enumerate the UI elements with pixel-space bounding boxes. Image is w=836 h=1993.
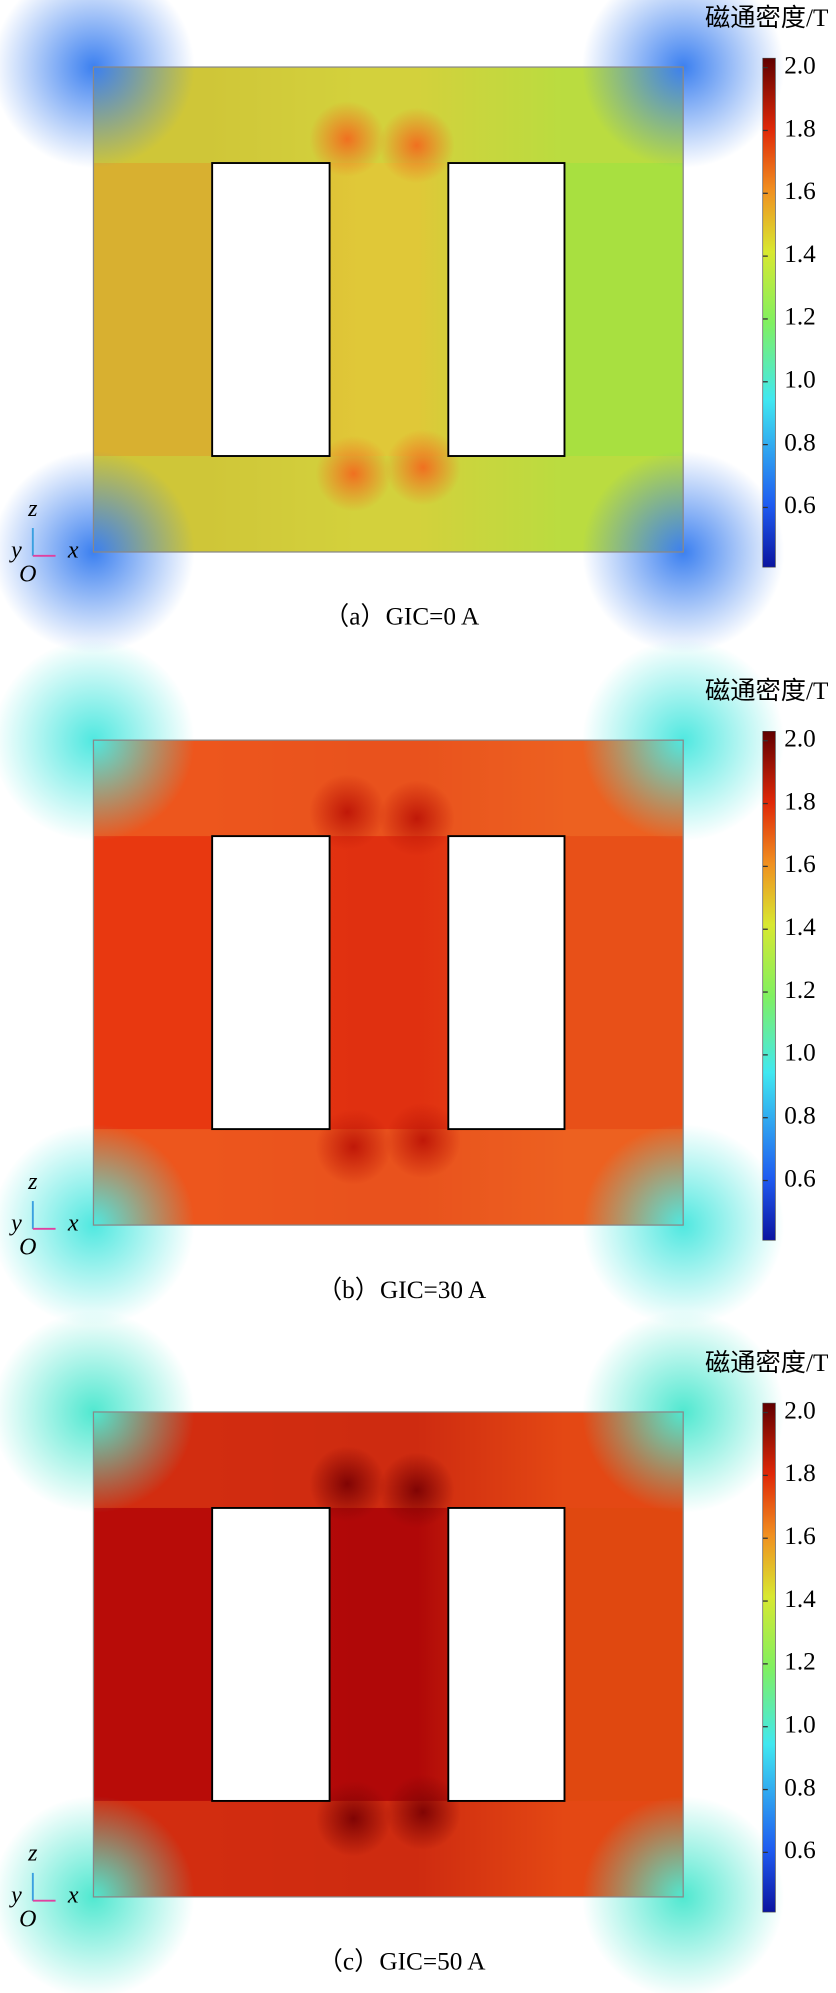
colorbar-tick-label: 1.0 bbox=[784, 1711, 816, 1739]
axis-label: x bbox=[67, 1882, 79, 1908]
axis-label: O bbox=[19, 561, 36, 587]
colorbar-tick-label: 1.2 bbox=[784, 1648, 816, 1676]
field-hotspot bbox=[309, 774, 386, 851]
field-hotspot bbox=[385, 429, 461, 506]
colorbar-tick-label: 1.4 bbox=[784, 913, 816, 941]
core-outline bbox=[92, 1411, 684, 1898]
field-hotspot bbox=[309, 101, 386, 177]
colorbar-title: 磁通密度/T bbox=[705, 1349, 828, 1377]
colorbar-tick-label: 0.8 bbox=[784, 1102, 816, 1130]
colorbar-tick-label: 1.4 bbox=[784, 1585, 816, 1613]
colorbar-tick-label: 2.0 bbox=[784, 1396, 816, 1424]
colorbar-tick-label: 1.6 bbox=[784, 177, 816, 205]
colorbar-tick-label: 0.8 bbox=[784, 1773, 816, 1801]
colorbar-tick-label: 0.6 bbox=[784, 1164, 816, 1192]
field-hotspot bbox=[385, 1774, 461, 1851]
colorbar-tick-label: 1.8 bbox=[784, 1459, 816, 1487]
field-hotspot bbox=[378, 780, 455, 857]
panel: zy x O 磁通密度/T 0.6 0.8 1.0 1.2 1.4 1.6 1.8 2.0 （b）GIC… bbox=[0, 639, 828, 1327]
axis-label: z bbox=[27, 1841, 38, 1867]
colorbar-tick-label: 1.6 bbox=[784, 1522, 816, 1550]
colorbar-tick-label: 1.8 bbox=[784, 114, 816, 142]
axis-label: y bbox=[9, 537, 22, 563]
colorbar bbox=[762, 1402, 776, 1913]
colorbar-title: 磁通密度/T bbox=[705, 4, 828, 32]
field-corner bbox=[0, 1795, 195, 1993]
axis-label: O bbox=[19, 1906, 36, 1932]
axis-label: y bbox=[9, 1882, 22, 1908]
window bbox=[447, 1507, 566, 1802]
field-hotspot bbox=[315, 1108, 392, 1185]
axis-label: O bbox=[19, 1235, 36, 1261]
window bbox=[211, 1507, 331, 1802]
axis-label: z bbox=[27, 496, 38, 522]
window bbox=[447, 835, 566, 1131]
panel: zy x O 磁通密度/T 0.6 0.8 1.0 1.2 1.4 1.6 1.8 2.0 （c）GIC… bbox=[0, 1310, 828, 1993]
field-hotspot bbox=[309, 1446, 386, 1522]
colorbar-tick-label: 0.8 bbox=[784, 428, 816, 456]
axis-label: y bbox=[9, 1211, 22, 1237]
colorbar-tick-label: 1.2 bbox=[784, 303, 816, 331]
colorbar bbox=[762, 730, 776, 1241]
colorbar-tick-label: 2.0 bbox=[784, 725, 816, 753]
field-hotspot bbox=[378, 1452, 455, 1529]
colorbar-tick-label: 2.0 bbox=[784, 51, 816, 79]
caption: （a）GIC=0 A bbox=[324, 603, 480, 631]
colorbar-tick-label: 1.4 bbox=[784, 240, 816, 268]
colorbar-tick-label: 1.0 bbox=[784, 1039, 816, 1067]
window bbox=[447, 162, 566, 457]
panel: zy x O 磁通密度/T 0.6 0.8 1.0 1.2 1.4 1.6 1.8 2.0 （a）GIC… bbox=[0, 0, 828, 654]
field-hotspot bbox=[315, 435, 392, 512]
axis-label: z bbox=[27, 1169, 38, 1195]
colorbar-title: 磁通密度/T bbox=[705, 677, 828, 705]
field-hotspot bbox=[378, 107, 455, 184]
window bbox=[211, 162, 331, 457]
field-hotspot bbox=[385, 1102, 461, 1179]
colorbar-tick-label: 1.2 bbox=[784, 976, 816, 1004]
colorbar-tick-label: 1.8 bbox=[784, 787, 816, 815]
caption: （b）GIC=30 A bbox=[317, 1276, 487, 1304]
caption: （c）GIC=50 A bbox=[318, 1948, 487, 1976]
field-hotspot bbox=[315, 1780, 392, 1857]
core-outline bbox=[92, 739, 684, 1226]
window bbox=[211, 835, 331, 1131]
axis-label: x bbox=[67, 537, 79, 563]
colorbar bbox=[762, 57, 776, 568]
colorbar-tick-label: 0.6 bbox=[784, 1836, 816, 1864]
colorbar-tick-label: 1.6 bbox=[784, 850, 816, 878]
colorbar-tick-label: 0.6 bbox=[784, 491, 816, 519]
core-outline bbox=[92, 66, 684, 553]
axis-label: x bbox=[67, 1211, 79, 1237]
colorbar-tick-label: 1.0 bbox=[784, 366, 816, 394]
field-corner bbox=[0, 0, 195, 169]
